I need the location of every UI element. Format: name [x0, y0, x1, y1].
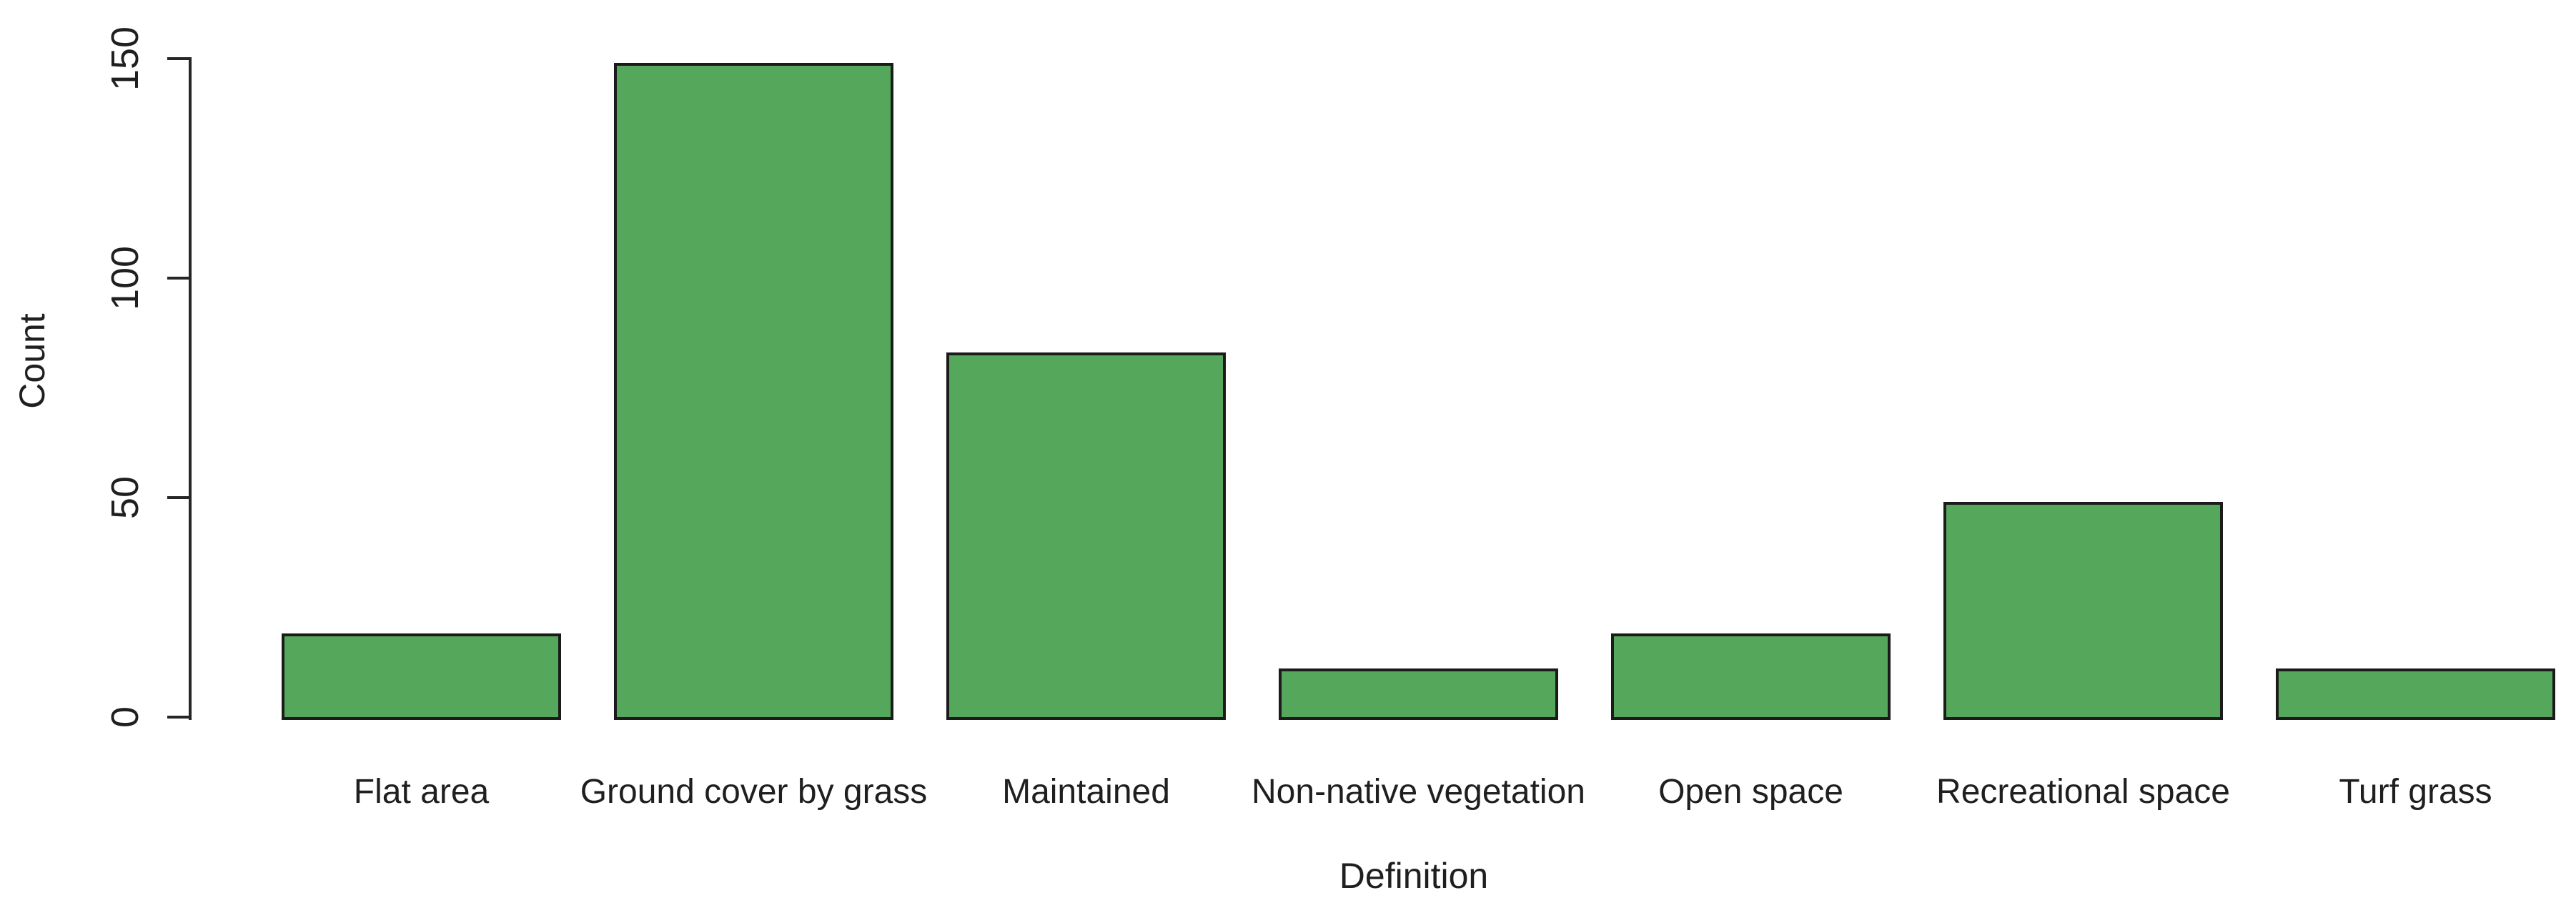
x-category-label: Recreational space: [1936, 773, 2230, 811]
x-category-label: Ground cover by grass: [580, 773, 928, 811]
y-tick-label: 150: [104, 26, 147, 92]
x-category-label: Flat area: [353, 773, 490, 811]
bar: [282, 633, 561, 720]
bar: [614, 63, 893, 720]
bar: [1611, 633, 1891, 720]
x-category-label: Turf grass: [2339, 773, 2492, 811]
bar: [946, 352, 1226, 720]
y-tick: [167, 496, 189, 499]
x-axis-title-wrap: Definition: [1339, 855, 1488, 897]
y-tick: [167, 277, 189, 280]
bar: [1279, 668, 1558, 720]
y-tick-label: 50: [104, 475, 147, 520]
y-tick-label: 0: [104, 706, 147, 729]
y-tick-label: 100: [104, 245, 147, 311]
y-tick: [167, 716, 189, 719]
x-category-label: Maintained: [1002, 773, 1170, 811]
bar: [2276, 668, 2555, 720]
bar: [1943, 502, 2223, 720]
y-tick: [167, 57, 189, 60]
x-axis-title: Definition: [1339, 856, 1489, 896]
x-category-label: Non-native vegetation: [1252, 773, 1585, 811]
x-category-label: Open space: [1658, 773, 1843, 811]
y-axis-line: [189, 57, 192, 720]
